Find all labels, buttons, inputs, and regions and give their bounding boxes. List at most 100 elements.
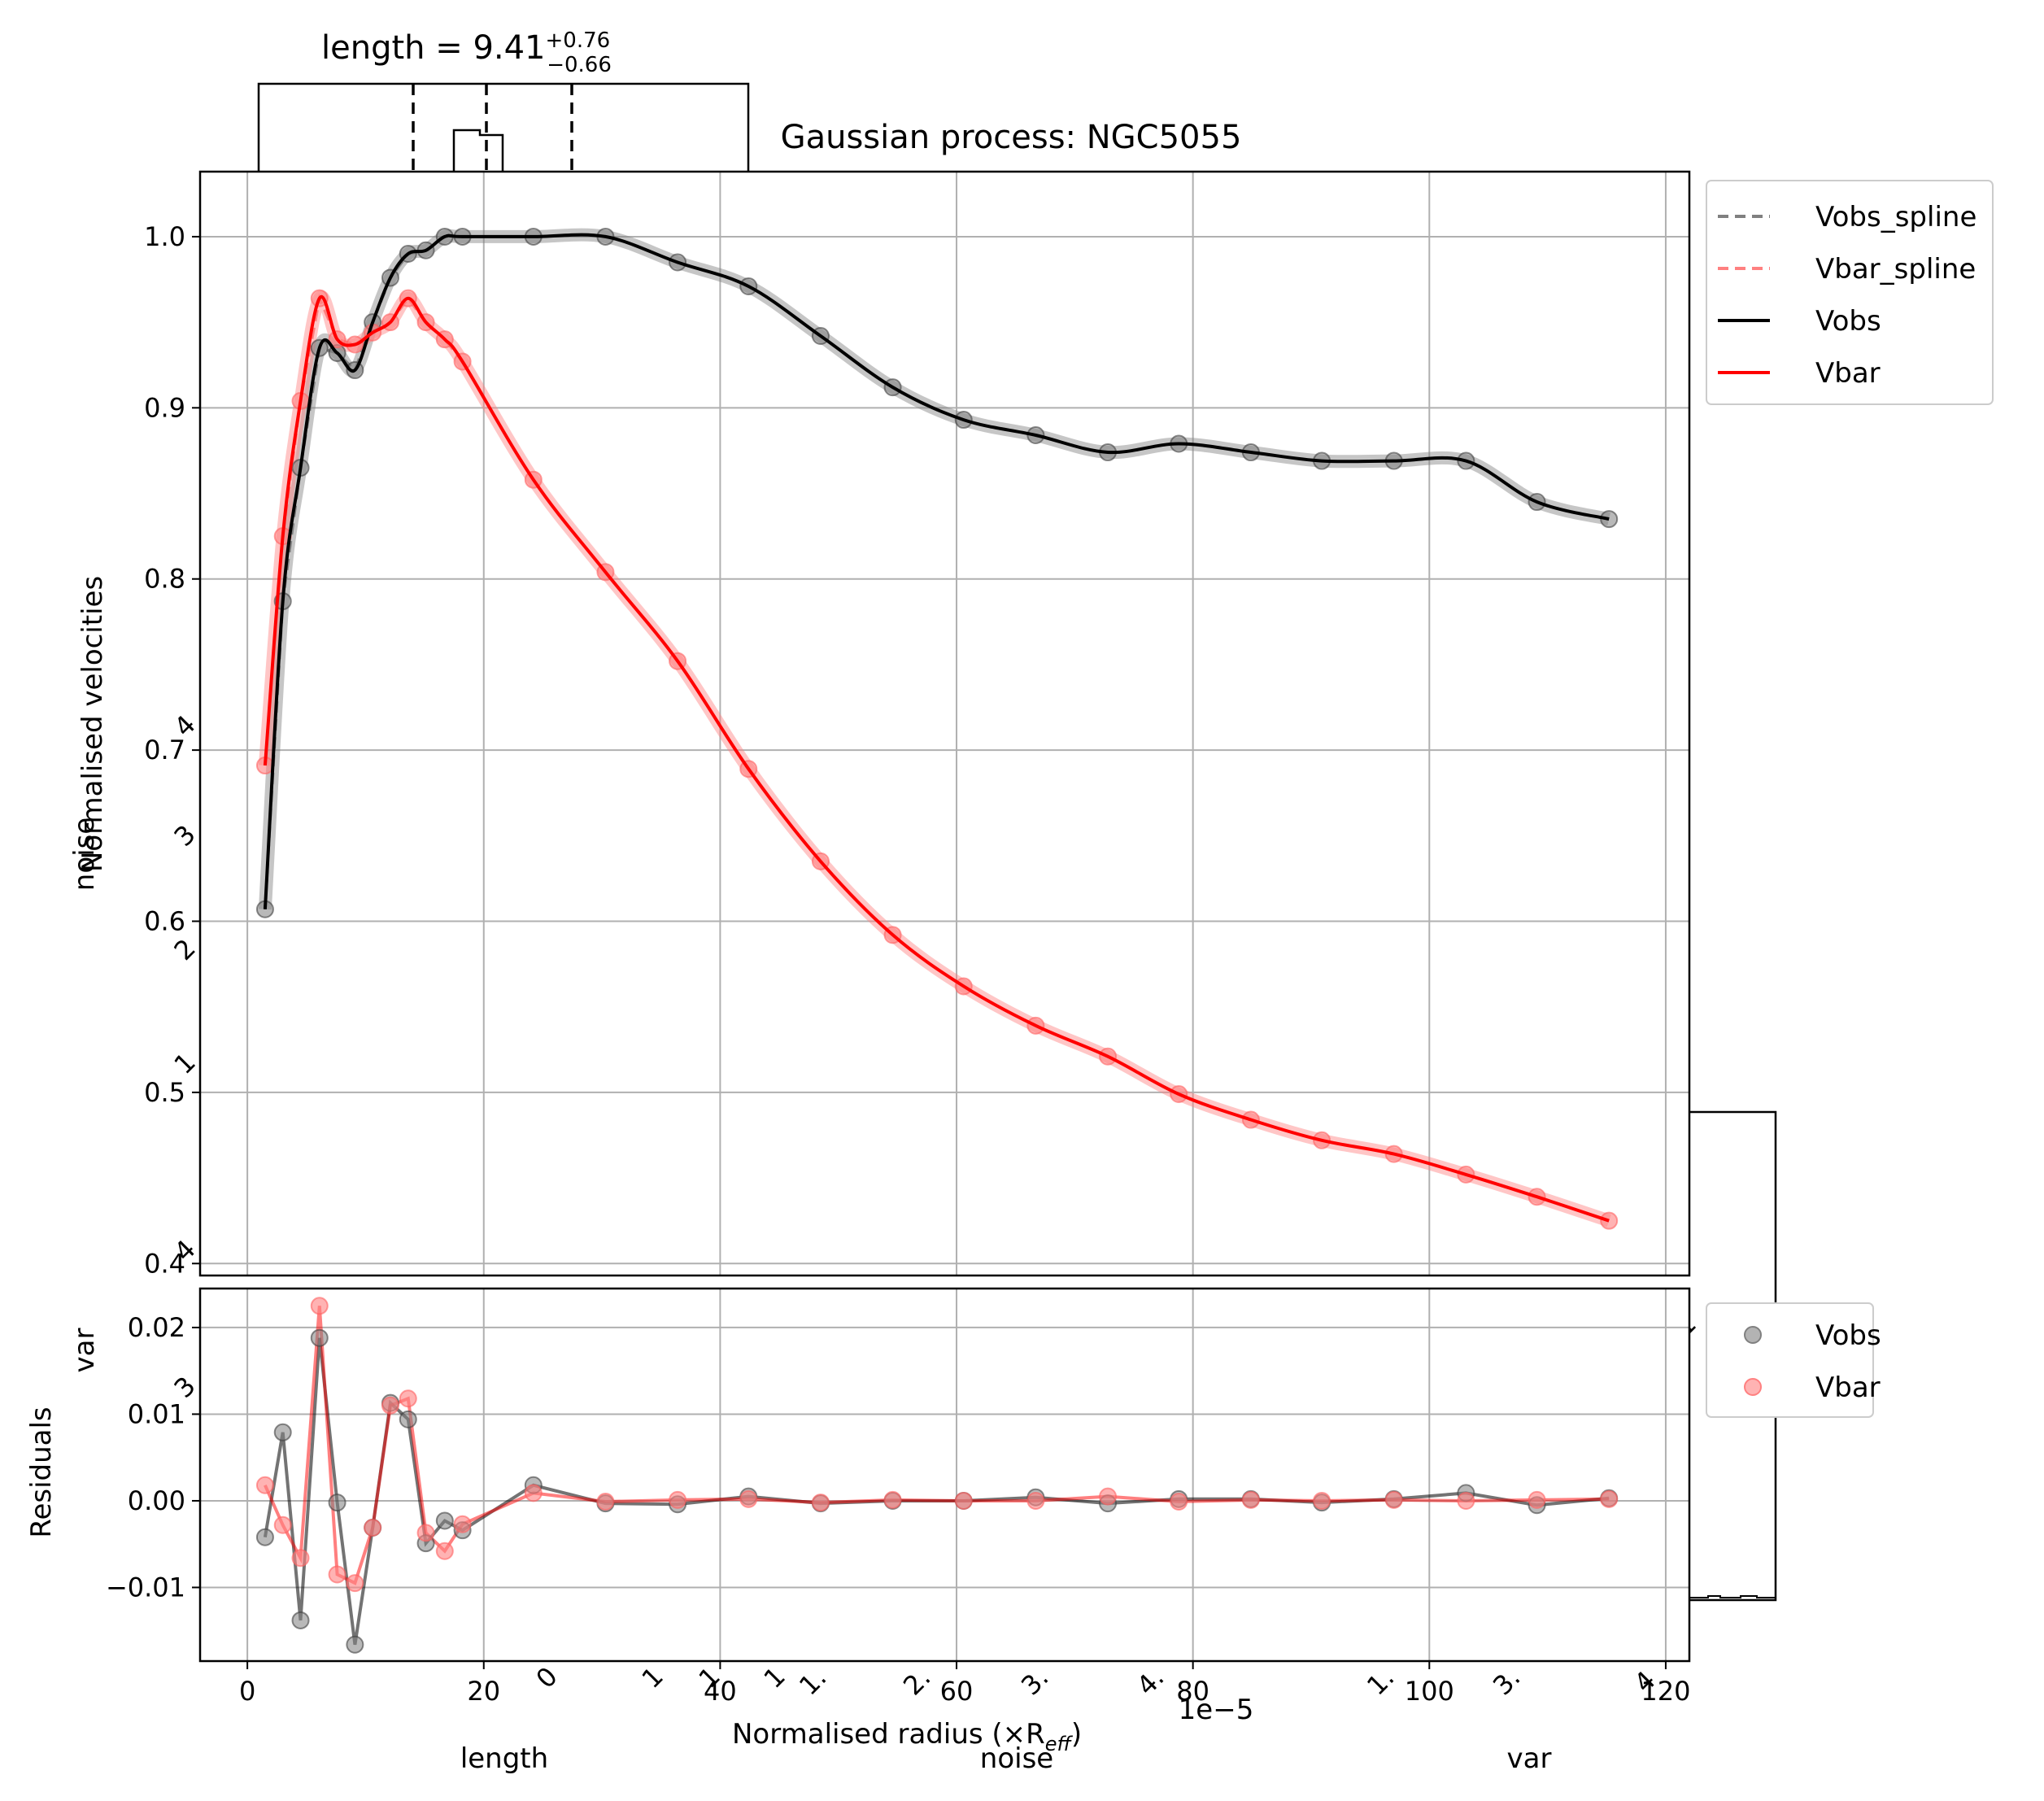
ghost-tick-13: 3. [1015, 1662, 1054, 1701]
x-tick-label-2: 40 [704, 1676, 737, 1707]
ghost-axis-label-1: noise [980, 1742, 1053, 1775]
corner-histogram [452, 129, 504, 173]
resid-y-tick-label-0: −0.01 [106, 1572, 185, 1603]
resid-vbar-point-13 [596, 1493, 615, 1511]
x-ticks: 0 20 40 60 80 100 120 [239, 1661, 1690, 1707]
resid-vbar-point-27 [1600, 1489, 1619, 1508]
main-legend: Vobs_spline Vbar_spline Vobs Vbar [1706, 180, 1994, 405]
resid-vobs-point-5 [346, 1635, 364, 1654]
resid-vobs-point-8 [399, 1410, 417, 1428]
main-axes-background [200, 172, 1689, 1276]
resid-vobs-point-1 [273, 1423, 292, 1441]
corner-side-hist [1684, 1595, 1776, 1598]
main-y-tick-label-0: 0.4 [144, 1248, 185, 1279]
main-legend-box [1706, 180, 1994, 405]
resid-vbar-point-10 [435, 1542, 454, 1560]
main-y-tick-label-1: 0.5 [144, 1077, 185, 1108]
ghost-axis-label-4: var [68, 1328, 101, 1373]
main-y-tick-label-5: 0.9 [144, 392, 185, 423]
resid-legend: Vobs Vbar [1706, 1302, 1881, 1418]
resid-vbar-point-5 [346, 1574, 364, 1593]
ghost-axis-label-5: 1e−5 [1179, 1694, 1254, 1726]
resid-vbar-point-19 [1026, 1491, 1045, 1510]
ghost-tick-12: 2. [897, 1662, 936, 1701]
resid-vbar-point-8 [399, 1389, 417, 1408]
main-y-tick-label-6: 1.0 [144, 221, 185, 252]
resid-vbar-line [264, 1306, 1610, 1585]
resid-vbar-point-14 [669, 1490, 687, 1509]
resid-vbar-point-11 [453, 1515, 472, 1533]
ghost-tick-2: 2 [168, 933, 202, 966]
ghost-tick-1: 3 [168, 819, 202, 853]
ghost-tick-11: 1. [793, 1662, 832, 1701]
residuals-panel: −0.01 0.00 0.01 0.02 0 20 40 60 80 100 120 Residu… [25, 1287, 1691, 1755]
ghost-tick-8: 1 [636, 1661, 669, 1694]
ghost-axis-label-2: var [1507, 1742, 1552, 1775]
resid-vbar-point-17 [883, 1490, 902, 1509]
x-tick-label-0: 0 [239, 1676, 255, 1707]
resid-vbar-point-3 [310, 1297, 329, 1315]
resid-vbar-point-21 [1170, 1493, 1188, 1511]
resid-vobs-point-4 [328, 1494, 346, 1512]
x-axis-label: Normalised radius (×Reff) [732, 1718, 1082, 1755]
resid-vbar-point-9 [416, 1524, 435, 1542]
resid-y-ticks: −0.01 0.00 0.01 0.02 [106, 1312, 200, 1603]
ghost-tick-16: 3. [1487, 1662, 1526, 1701]
ghost-tick-14: 4. [1131, 1662, 1170, 1701]
resid-vbar-point-7 [381, 1396, 399, 1415]
resid-vbar-point-16 [811, 1494, 830, 1512]
main-axes-frame [198, 170, 1691, 1277]
ghost-tick-10: 1 [758, 1661, 791, 1694]
resid-vbar-point-22 [1241, 1490, 1260, 1509]
x-tick-label-3: 60 [940, 1676, 974, 1707]
resid-vbar-point-23 [1313, 1491, 1331, 1510]
velocity-panel: 0.4 0.5 0.6 0.7 0.8 0.9 1.0 Gaussian process: … [76, 119, 1691, 1279]
main-y-tick-label-2: 0.6 [144, 905, 185, 936]
corner-title: length = 9.41+0.76 −0.66 [321, 28, 612, 77]
vobs-gp-line [263, 233, 1610, 909]
resid-vbar-point-25 [1457, 1491, 1475, 1510]
resid-vbar-point-15 [739, 1489, 758, 1508]
resid-axes-frame [198, 1287, 1691, 1663]
resid-vobs-point-0 [255, 1528, 274, 1546]
ghost-tick-3: 1 [168, 1047, 202, 1080]
resid-legend-label-vbar: Vbar [1815, 1371, 1881, 1404]
resid-legend-marker-vbar [1744, 1378, 1762, 1396]
main-y-tick-label-3: 0.7 [144, 735, 185, 765]
resid-vbar-point-2 [291, 1549, 310, 1568]
resid-y-axis-label: Residuals [25, 1406, 58, 1537]
main-series [255, 227, 1619, 1230]
resid-vbar-point-12 [524, 1484, 543, 1502]
resid-vbar-point-1 [273, 1515, 292, 1534]
resid-vbar-point-26 [1528, 1490, 1546, 1509]
resid-y-tick-label-2: 0.01 [128, 1398, 185, 1429]
x-tick-label-4: 80 [1176, 1676, 1209, 1707]
resid-legend-label-vobs: Vobs [1815, 1319, 1881, 1352]
chart-title: Gaussian process: NGC5055 [781, 119, 1242, 156]
resid-vbar-point-6 [364, 1518, 382, 1537]
ghost-axis-label-0: length [460, 1742, 548, 1775]
main-y-ticks: 0.4 0.5 0.6 0.7 0.8 0.9 1.0 [144, 221, 200, 1279]
x-tick-label-6: 120 [1641, 1676, 1690, 1707]
resid-vbar-point-0 [255, 1476, 274, 1494]
legend-label-vobs: Vobs [1815, 305, 1881, 338]
main-y-tick-label-4: 0.8 [144, 564, 185, 595]
resid-y-tick-label-1: 0.00 [128, 1485, 185, 1516]
vbar-gp-line [263, 294, 1610, 1223]
resid-vbar-point-20 [1099, 1487, 1118, 1506]
resid-vobs-point-2 [291, 1611, 310, 1629]
resid-vbar-point-24 [1384, 1490, 1403, 1509]
resid-vbar-point-4 [328, 1565, 346, 1584]
resid-y-tick-label-3: 0.02 [128, 1312, 185, 1343]
ghost-tick-7: 0 [530, 1661, 564, 1694]
ghost-tick-15: 1. [1361, 1662, 1400, 1701]
legend-label-vbar-spline: Vbar_spline [1815, 253, 1976, 286]
resid-vobs-point-10 [435, 1511, 454, 1530]
x-tick-label-1: 20 [467, 1676, 500, 1707]
legend-label-vobs-spline: Vobs_spline [1815, 201, 1976, 233]
resid-vbar-point-18 [954, 1491, 973, 1510]
resid-vobs-point-3 [310, 1328, 329, 1347]
resid-series [255, 1297, 1619, 1654]
x-tick-label-5: 100 [1405, 1676, 1454, 1707]
